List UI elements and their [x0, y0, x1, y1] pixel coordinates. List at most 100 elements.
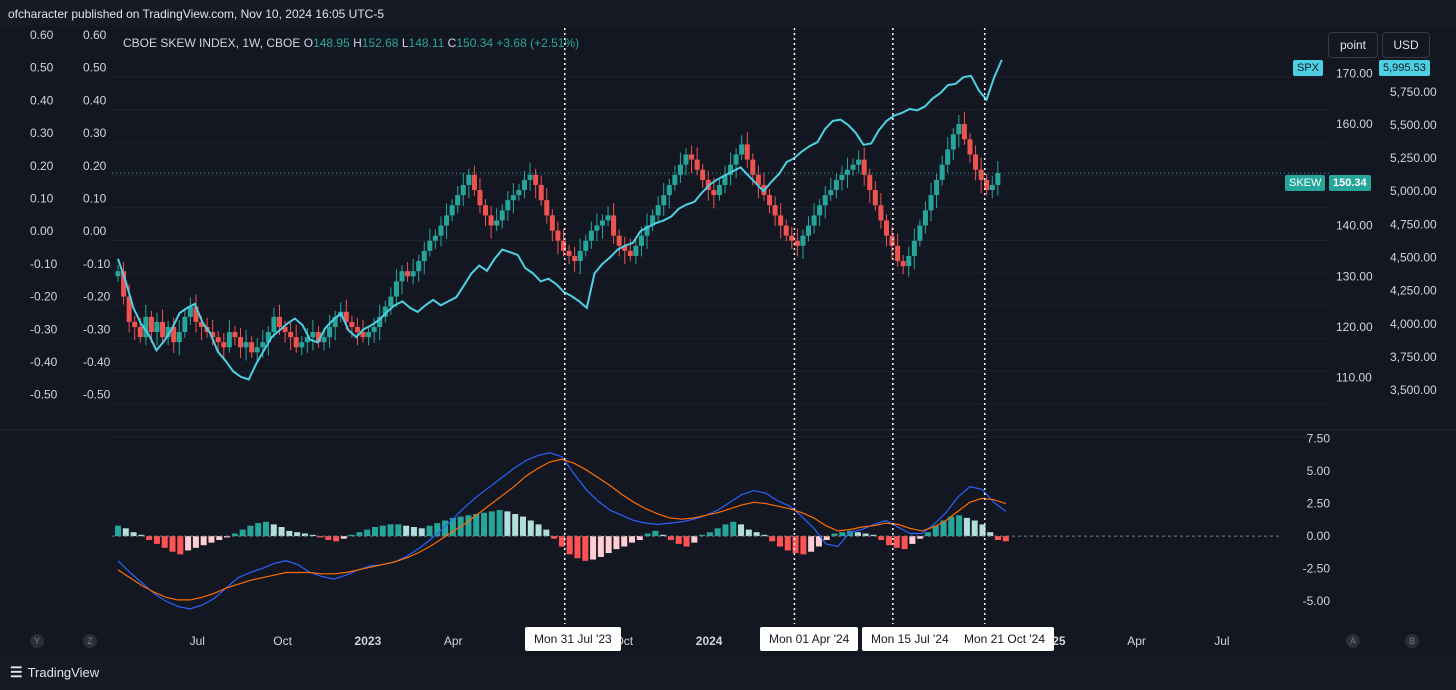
b-button[interactable]: B — [1405, 634, 1419, 648]
skew-candle — [700, 169, 706, 180]
currency-button[interactable]: USD — [1382, 32, 1430, 58]
skew-candle — [716, 184, 722, 196]
skew-candle — [516, 190, 522, 196]
skew-candle — [616, 235, 622, 246]
skew-candle — [477, 190, 483, 206]
skew-candle — [249, 342, 255, 353]
macd-histogram-bar — [231, 533, 238, 537]
macd-histogram-bar — [574, 536, 581, 559]
macd-histogram-bar — [434, 523, 441, 537]
macd-histogram-bar — [161, 536, 168, 548]
macd-histogram-bar — [667, 536, 674, 541]
macd-histogram-bar — [488, 511, 495, 537]
macd-histogram-bar — [340, 536, 347, 539]
skew-candle — [883, 220, 889, 236]
spx-axis-tick: 4,750.00 — [1390, 217, 1437, 231]
a-button[interactable]: A — [1346, 634, 1360, 648]
macd-histogram-bar — [364, 529, 371, 537]
left-axis-tick-2: 0.20 — [83, 159, 107, 173]
skew-candle — [638, 235, 644, 246]
skew-candle — [126, 296, 132, 322]
left-axis-tick: -0.50 — [30, 388, 58, 402]
skew-candle — [460, 184, 466, 196]
spx-price-tag: 5,995.53 — [1379, 60, 1430, 76]
skew-candle — [254, 347, 260, 353]
macd-histogram-bar — [738, 524, 745, 537]
skew-candle — [271, 316, 277, 333]
macd-histogram-bar — [387, 524, 394, 537]
skew-candle — [438, 225, 444, 236]
time-axis-label: Oct — [273, 634, 292, 648]
macd-histogram-bar — [800, 536, 807, 555]
skew-candle — [466, 174, 472, 185]
skew-candle — [817, 205, 823, 216]
macd-histogram-bar — [722, 524, 729, 537]
macd-histogram-bar — [247, 525, 254, 537]
spx-axis-tick: 5,750.00 — [1390, 85, 1437, 99]
footer-brand[interactable]: ☰ TradingView — [10, 664, 99, 681]
legend-close-label: C — [447, 36, 457, 50]
skew-candle — [349, 321, 355, 327]
macd-axis-tick: -5.00 — [1303, 594, 1331, 608]
macd-histogram-bar — [792, 536, 799, 554]
macd-histogram-bar — [496, 510, 503, 537]
macd-histogram-bar — [691, 536, 698, 543]
skew-candle — [911, 240, 917, 256]
skew-candle — [215, 337, 221, 343]
time-axis-label: Jul — [190, 634, 205, 648]
skew-candle — [661, 195, 667, 206]
skew-candle — [984, 179, 990, 191]
skew-candle — [510, 195, 516, 201]
macd-histogram-bar — [122, 528, 129, 537]
legend-change: +3.68 (+2.51%) — [496, 36, 580, 50]
skew-candle — [315, 332, 321, 343]
skew-candle — [588, 230, 594, 241]
marked-date-1: Mon 31 Jul '23 — [525, 627, 621, 651]
y-button[interactable]: Y — [30, 634, 44, 648]
skew-candle — [199, 321, 205, 327]
macd-histogram-bar — [224, 536, 231, 538]
macd-histogram-bar — [1002, 536, 1009, 542]
z-button[interactable]: Z — [83, 634, 97, 648]
macd-histogram-bar — [270, 524, 277, 537]
skew-candle — [388, 296, 394, 307]
macd-histogram-bar — [675, 536, 682, 544]
macd-histogram-bar — [543, 529, 550, 537]
left-axis-tick: -0.30 — [30, 322, 58, 336]
skew-candle — [377, 316, 383, 327]
macd-histogram-bar — [971, 520, 978, 537]
skew-candle — [800, 235, 806, 246]
macd-histogram-bar — [714, 528, 721, 537]
skew-candle — [961, 124, 967, 140]
macd-histogram-bar — [185, 536, 192, 551]
point-scale-button[interactable]: point — [1328, 32, 1378, 58]
macd-histogram-bar — [808, 536, 815, 552]
skew-candle — [321, 337, 327, 343]
skew-candle — [694, 159, 700, 170]
macd-histogram-bar — [527, 520, 534, 537]
skew-candle — [728, 164, 734, 175]
skew-candle — [505, 200, 511, 211]
skew-candle — [427, 240, 433, 251]
tradingview-logo-icon: ☰ — [10, 664, 23, 680]
skew-candle — [794, 240, 800, 246]
macd-histogram-bar — [504, 511, 511, 537]
macd-histogram-bar — [621, 536, 628, 547]
legend-open: 148.95 — [313, 36, 350, 50]
skew-candle — [527, 174, 533, 180]
signal-line — [117, 458, 1006, 601]
macd-histogram-bar — [208, 536, 215, 543]
skew-candle — [310, 332, 316, 338]
macd-histogram-bar — [551, 536, 558, 539]
skew-candle — [354, 326, 360, 333]
legend-high: 152.68 — [361, 36, 399, 50]
left-axis-tick-2: 0.30 — [83, 126, 107, 140]
skew-candle — [226, 332, 232, 348]
spx-axis-tick: 4,500.00 — [1390, 251, 1437, 265]
skew-candle — [288, 332, 294, 338]
macd-histogram-bar — [395, 524, 402, 537]
macd-histogram-bar — [481, 512, 488, 537]
macd-histogram-bar — [948, 516, 955, 537]
skew-candle — [555, 230, 561, 241]
